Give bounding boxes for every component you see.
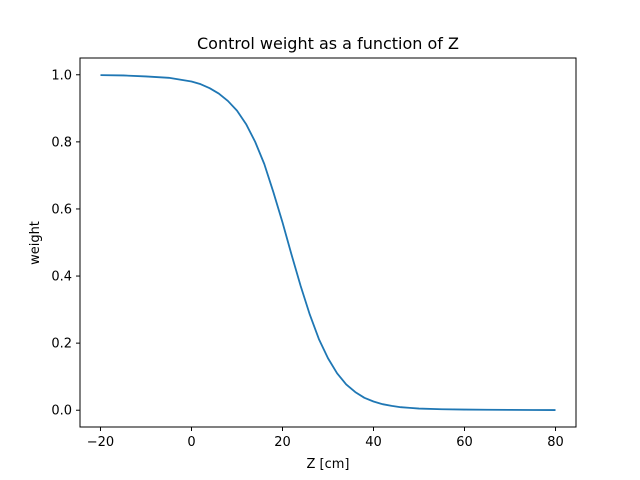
series-line-0	[100, 74, 556, 411]
y-tick-label: 0.2	[51, 337, 72, 352]
x-tick-label: 0	[187, 435, 195, 450]
x-tick-label: 60	[456, 435, 473, 450]
y-axis-ticks: 0.0 0.2 0.4 0.6 0.8 1.0	[51, 68, 80, 419]
x-tick-label: 40	[365, 435, 382, 450]
plot-frame	[79, 57, 577, 428]
chart-title: Control weight as a function of Z	[197, 34, 459, 53]
y-tick-label: 1.0	[51, 68, 72, 83]
x-tick-label: −20	[87, 435, 114, 450]
x-axis-label: Z [cm]	[307, 457, 350, 472]
y-axis-label: weight	[28, 221, 43, 265]
y-tick-label: 0.0	[51, 404, 72, 419]
y-tick-label: 0.8	[51, 135, 72, 150]
x-tick-label: 20	[274, 435, 291, 450]
plot-layer	[100, 74, 556, 411]
x-tick-label: 80	[547, 435, 564, 450]
y-tick-label: 0.6	[51, 202, 72, 217]
y-tick-label: 0.4	[51, 270, 72, 285]
x-axis-ticks: −20 0 20 40 60 80	[87, 427, 564, 450]
